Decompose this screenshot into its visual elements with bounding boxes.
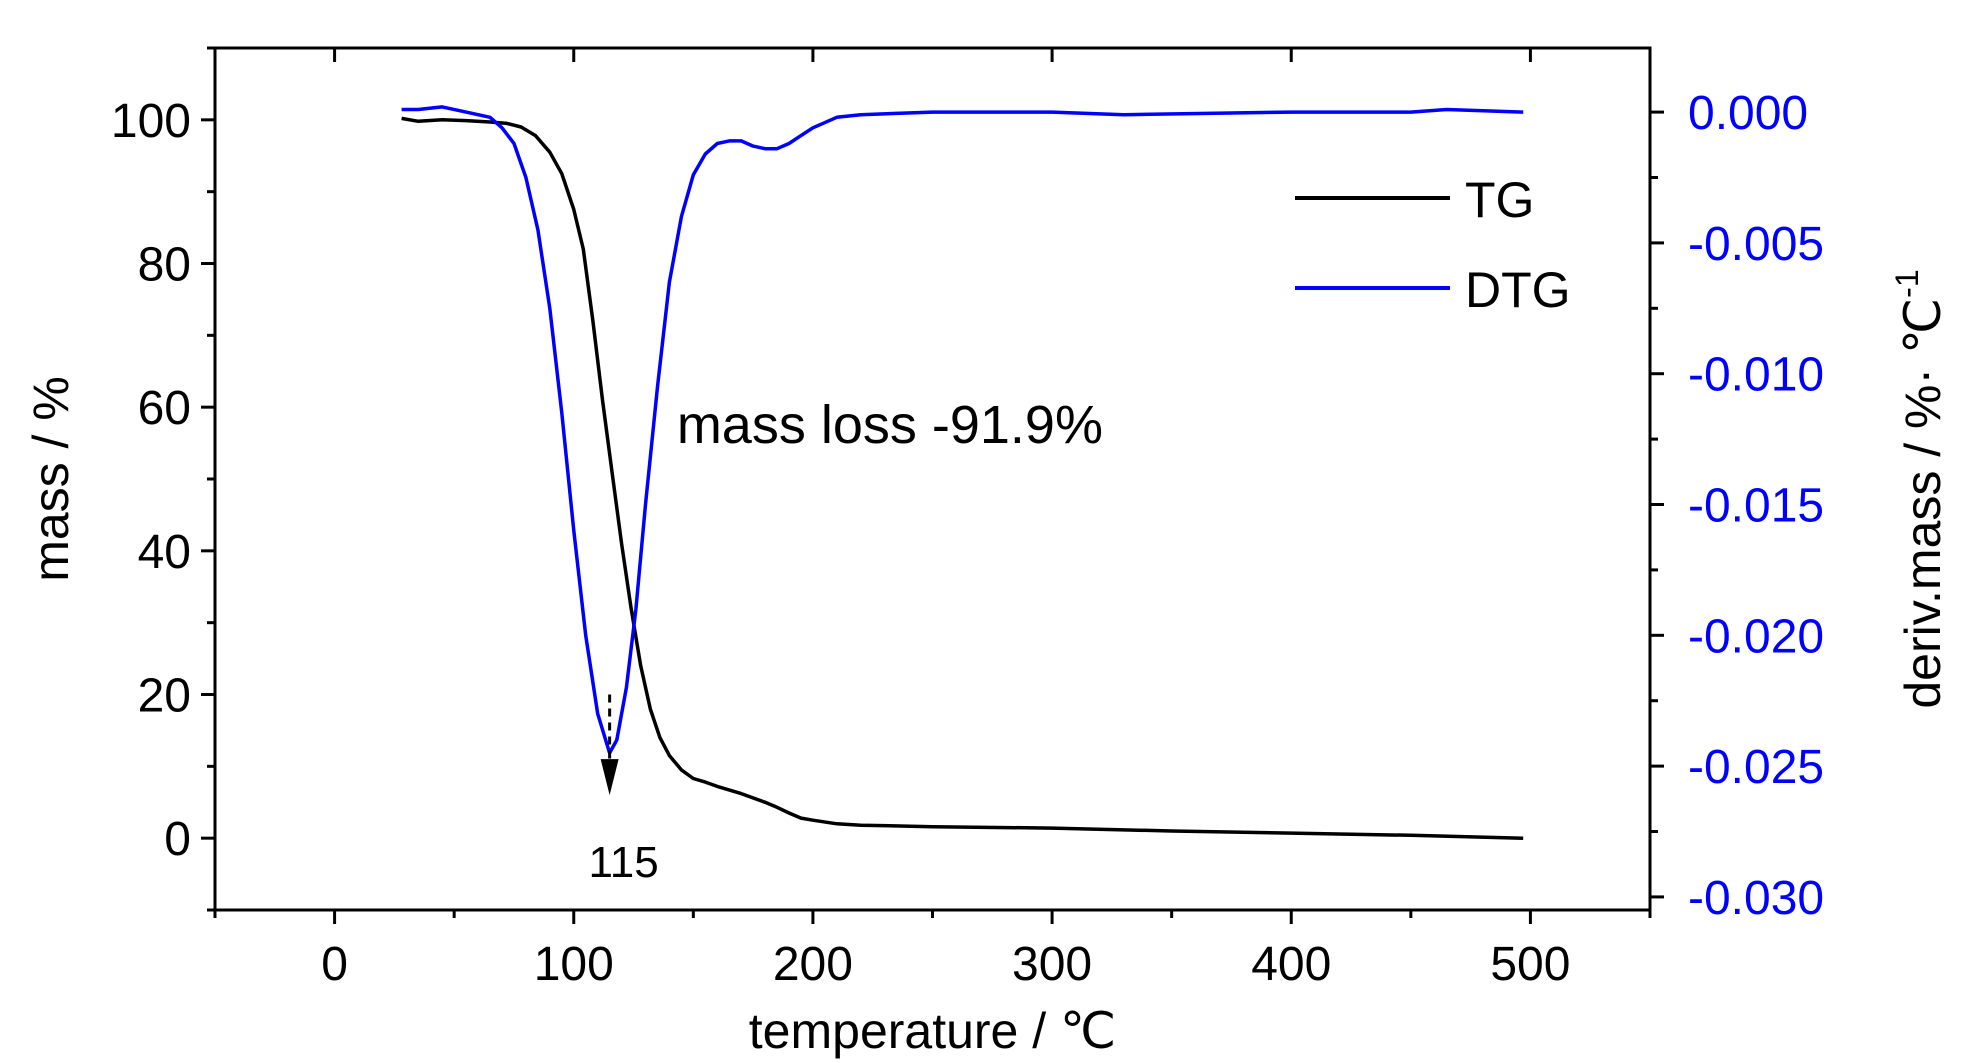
y-left-tick-label: 80 xyxy=(138,239,191,292)
y-right-axis-title-main: deriv.mass / %· ℃ xyxy=(1895,298,1951,709)
x-tick-label: 400 xyxy=(1251,938,1331,991)
legend-dtg-label: DTG xyxy=(1465,262,1571,318)
y-right-tick-label: -0.010 xyxy=(1688,349,1824,402)
y-right-axis: 0.000 -0.005 -0.010 -0.015 -0.020 -0.025 -0.03… xyxy=(1650,87,1824,925)
plot-frame xyxy=(213,46,1652,912)
legend: TG DTG xyxy=(1295,172,1571,318)
y-right-tick-label: -0.030 xyxy=(1688,872,1824,925)
y-right-axis-title-superscript: -1 xyxy=(1889,269,1925,297)
y-right-tick-label: -0.020 xyxy=(1688,610,1824,663)
y-left-tick-label: 60 xyxy=(138,382,191,435)
x-tick-label: 0 xyxy=(321,938,348,991)
legend-tg-label: TG xyxy=(1465,172,1534,228)
x-tick-label: 200 xyxy=(773,938,853,991)
x-tick-label: 100 xyxy=(534,938,614,991)
y-left-tick-label: 20 xyxy=(138,670,191,723)
x-tick-label: 300 xyxy=(1012,938,1092,991)
y-left-tick-label: 40 xyxy=(138,526,191,579)
y-right-tick-label: -0.005 xyxy=(1688,218,1824,271)
y-left-tick-label: 100 xyxy=(111,95,191,148)
mass-loss-annotation: mass loss -91.9% xyxy=(677,395,1103,455)
y-left-axis: 0 20 40 60 80 100 xyxy=(111,46,215,912)
series-layer xyxy=(401,105,1524,840)
x-tick-label: 500 xyxy=(1490,938,1570,991)
y-right-tick-label: -0.015 xyxy=(1688,480,1824,533)
series-dtg-line xyxy=(401,105,1524,755)
y-left-axis-title: mass / % xyxy=(23,376,79,582)
y-right-axis-title: deriv.mass / %· ℃-1 xyxy=(1889,269,1951,708)
peak-label: 115 xyxy=(589,838,659,887)
peak-annotation: 115 xyxy=(589,694,659,887)
peak-arrow-head xyxy=(600,759,619,796)
y-left-tick-label: 0 xyxy=(164,813,191,866)
y-right-tick-label: -0.025 xyxy=(1688,741,1824,794)
y-right-tick-label: 0.000 xyxy=(1688,87,1808,140)
x-axis-title: temperature / ℃ xyxy=(749,1003,1116,1059)
series-tg-line xyxy=(401,116,1524,840)
x-axis: 0 100 200 300 400 500 xyxy=(213,48,1652,991)
